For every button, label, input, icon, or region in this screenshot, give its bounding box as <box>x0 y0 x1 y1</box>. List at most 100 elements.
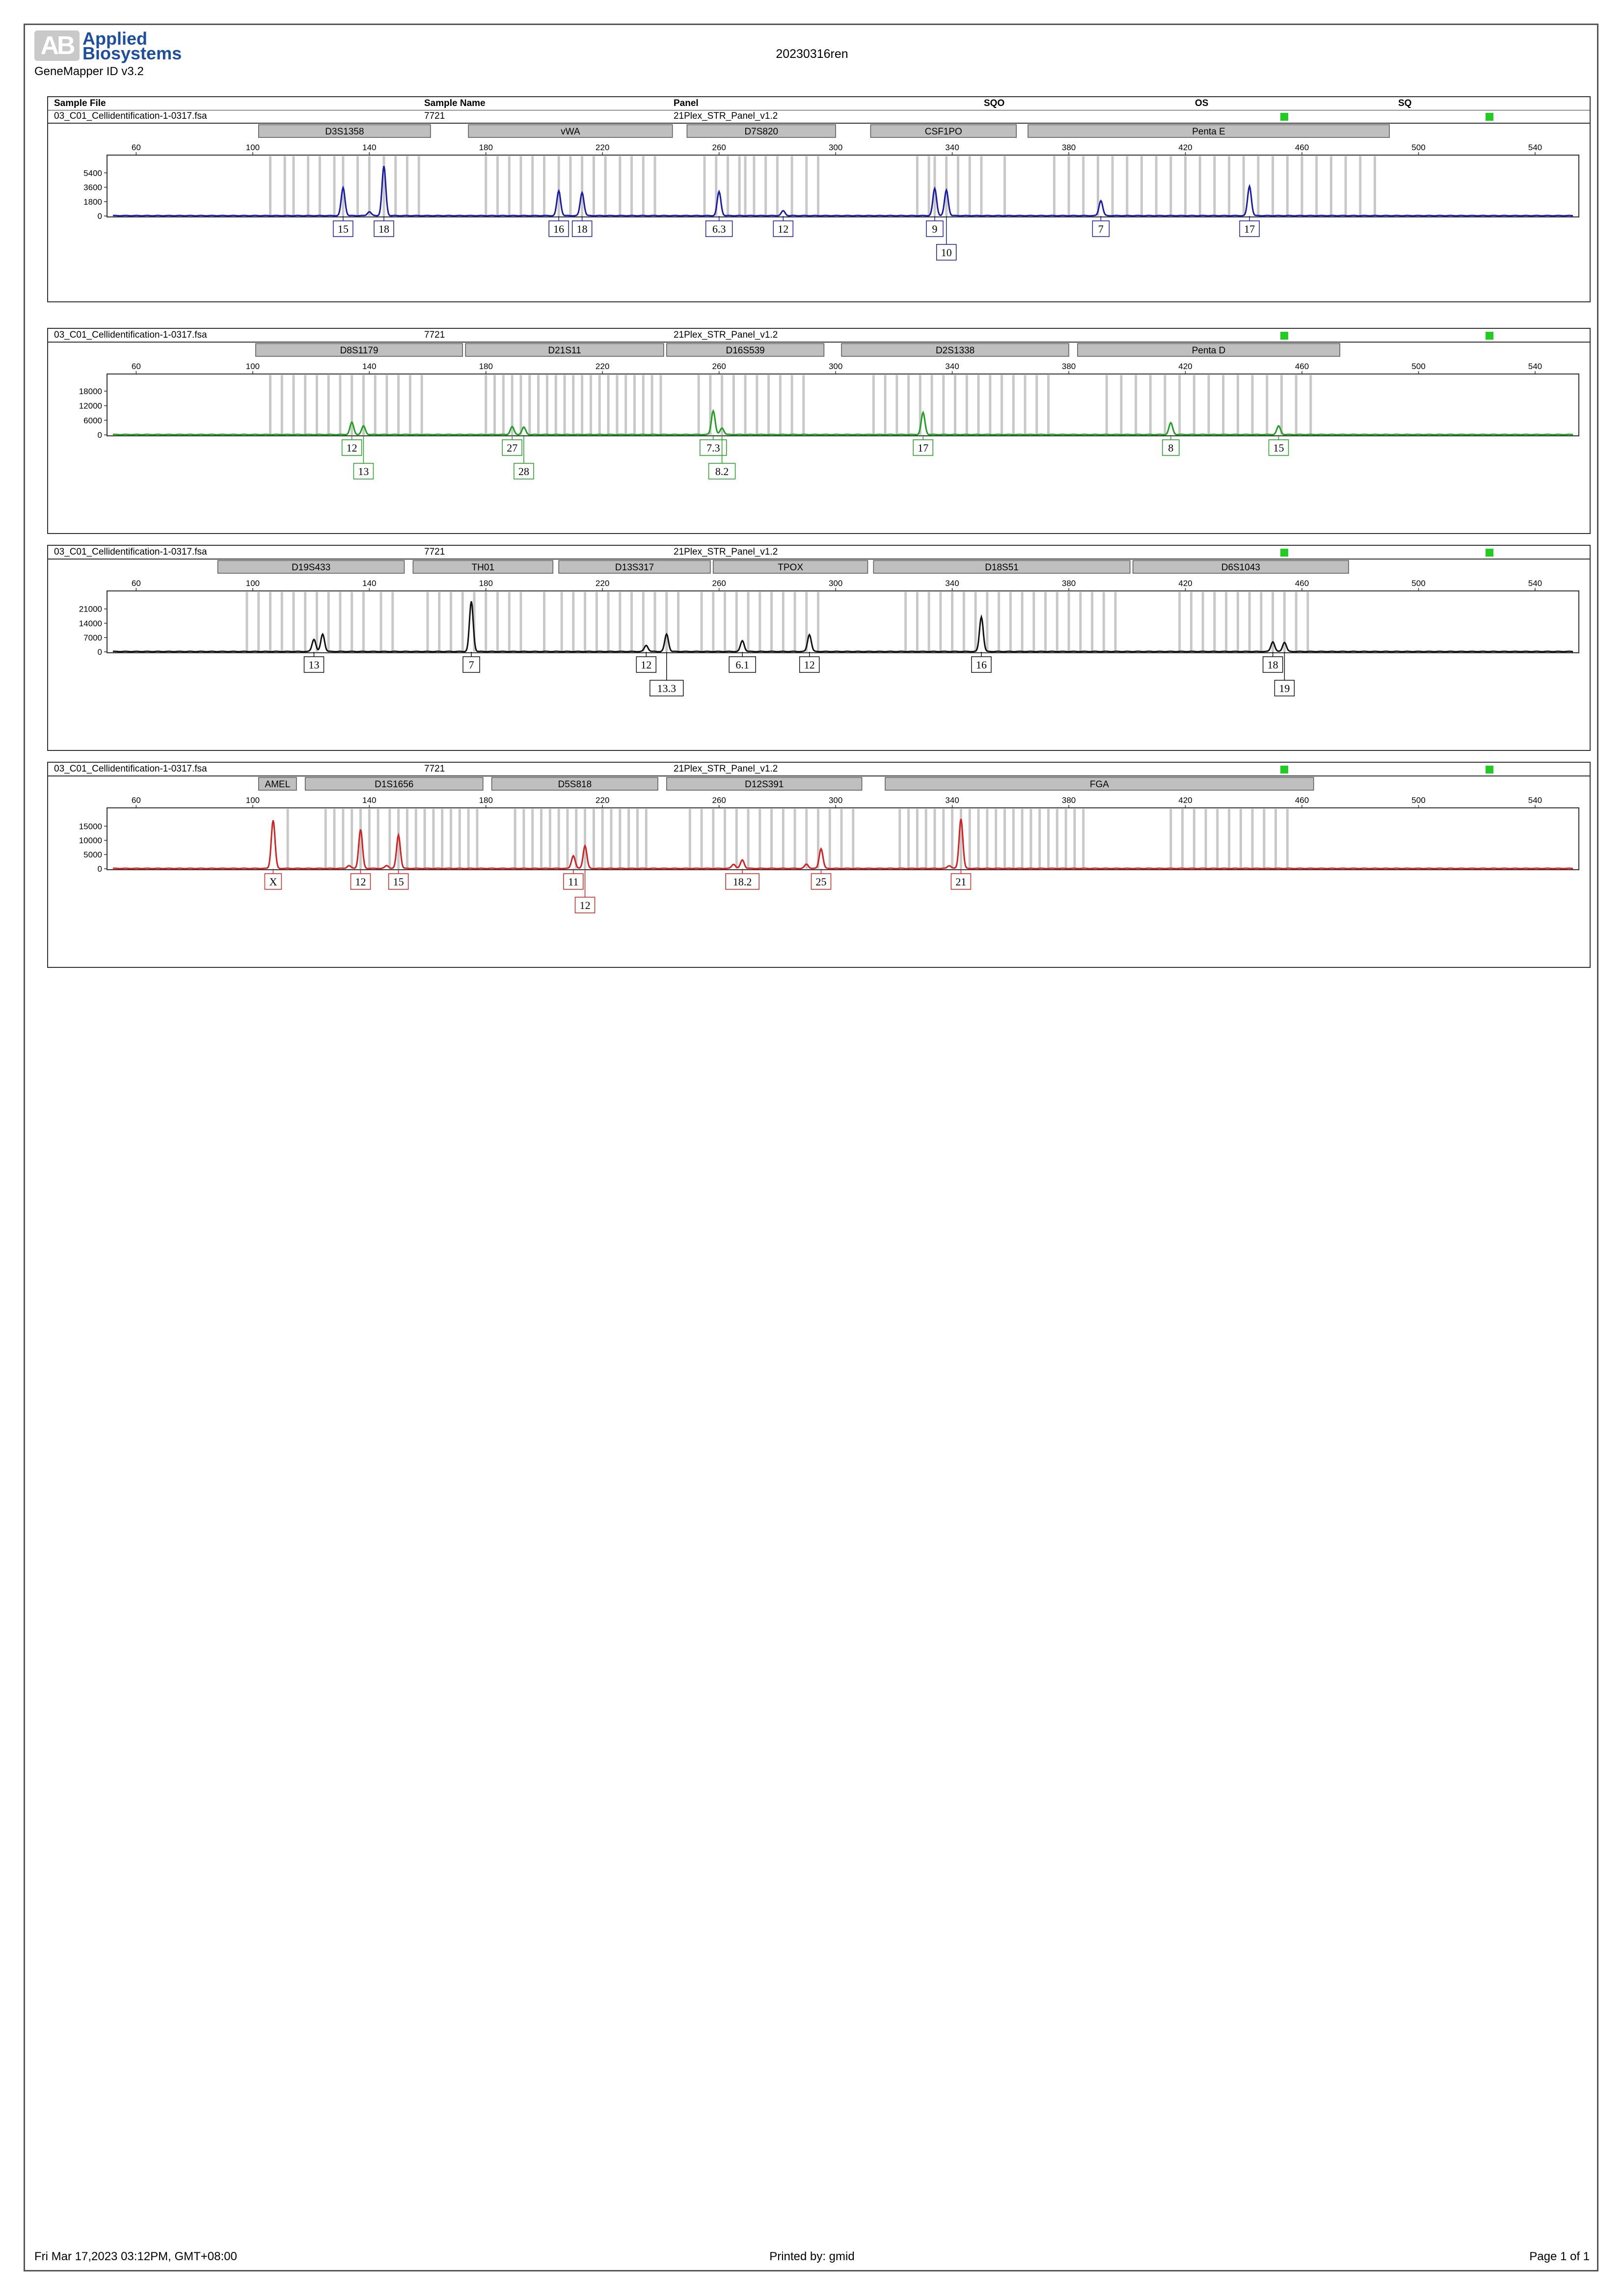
allele-call-box <box>1092 220 1110 237</box>
allele-call-box <box>374 220 394 237</box>
marker-name: D2S1338 <box>936 346 974 356</box>
allele-call: 12 <box>341 439 362 456</box>
marker-name: Penta E <box>1192 127 1225 137</box>
x-tick-label: 100 <box>246 579 260 588</box>
allele-call-box <box>913 439 934 456</box>
allele-label: 19 <box>1279 682 1290 694</box>
marker-bar: D18S51 <box>873 560 1131 574</box>
allele-call-box <box>353 463 374 480</box>
allele-label: 12 <box>778 223 788 235</box>
allele-label: 9 <box>932 223 938 235</box>
marker-bar-box <box>558 560 711 574</box>
y-tick-label: 14000 <box>79 619 102 628</box>
x-tick-label: 380 <box>1062 796 1076 805</box>
allele-call-box <box>971 656 992 673</box>
x-tick-label: 340 <box>945 796 959 805</box>
electropherogram-panel-green: 03_C01_Cellidentification-1-0317.fsa 7721… <box>47 328 1591 534</box>
panel-name: 21Plex_STR_Panel_v1.2 <box>674 547 778 557</box>
marker-bar: D12S391 <box>666 777 863 791</box>
allele-label: 27 <box>507 442 517 454</box>
sample-info-header: 03_C01_Cellidentification-1-0317.fsa 7721… <box>48 546 1590 560</box>
x-tick-label: 460 <box>1295 579 1309 588</box>
marker-bar-box <box>258 124 431 138</box>
x-tick-label: 300 <box>829 579 842 588</box>
panel-name: 21Plex_STR_Panel_v1.2 <box>674 764 778 774</box>
sample-name: 7721 <box>424 547 445 557</box>
allele-call-box <box>811 873 832 890</box>
print-date: Fri Mar 17,2023 03:12PM, GMT+08:00 <box>34 2250 237 2263</box>
y-tick-label: 6000 <box>83 416 102 425</box>
marker-name: D5S818 <box>558 779 592 790</box>
marker-name: vWA <box>561 127 580 137</box>
x-tick-label: 60 <box>132 796 141 805</box>
os-status-indicator <box>1280 332 1288 340</box>
allele-call-box <box>514 463 534 480</box>
electropherogram-panel-blue: Sample File Sample Name Panel SQO OS SQ 03_C01… <box>47 96 1591 302</box>
y-tick-label: 3600 <box>83 183 102 192</box>
allele-call: 10 <box>936 244 957 261</box>
allele-call-box <box>548 220 569 237</box>
allele-label: 12 <box>580 899 591 911</box>
x-tick-label: 460 <box>1295 362 1309 371</box>
marker-name: D13S317 <box>615 562 654 573</box>
allele-call-box <box>264 873 282 890</box>
sample-info-row: 03_C01_Cellidentification-1-0317.fsa 7721… <box>48 763 1590 775</box>
marker-name: TH01 <box>472 562 494 573</box>
allele-call-box <box>1274 680 1295 696</box>
x-tick-label: 260 <box>712 362 726 371</box>
marker-bar: D19S433 <box>217 560 405 574</box>
allele-call-box <box>725 873 759 890</box>
electropherogram-panel-black: 03_C01_Cellidentification-1-0317.fsa 7721… <box>47 545 1591 751</box>
logo-text-applied: Applied <box>82 28 147 49</box>
marker-bar-box <box>713 560 868 574</box>
x-tick-label: 540 <box>1528 143 1542 152</box>
allele-label: 6.3 <box>712 223 726 235</box>
marker-bar-box <box>666 777 863 791</box>
marker-bar: TH01 <box>412 560 554 574</box>
allele-label: 15 <box>338 223 349 235</box>
sample-info-header: 03_C01_Cellidentification-1-0317.fsa 7721… <box>48 763 1590 776</box>
x-tick-label: 260 <box>712 579 726 588</box>
allele-call: 12 <box>574 897 595 913</box>
os-status-indicator <box>1280 113 1288 121</box>
electropherogram-chart: D8S1179 D21S11 D16S539 D2S1338 Penta D 60 100 1… <box>79 343 1579 480</box>
allele-call: 13.3 <box>650 680 684 696</box>
marker-bar: FGA <box>885 777 1314 791</box>
x-tick-label: 460 <box>1295 796 1309 805</box>
x-tick-label: 380 <box>1062 143 1076 152</box>
allele-call: 13 <box>303 656 325 673</box>
allele-call: 15 <box>333 220 353 237</box>
x-tick-label: 420 <box>1178 796 1192 805</box>
allele-label: 12 <box>355 876 366 888</box>
sample-name: 7721 <box>424 111 445 121</box>
column-header: Sample Name <box>424 98 486 108</box>
marker-name: D19S433 <box>292 562 330 573</box>
marker-name: D7S820 <box>744 127 778 137</box>
allele-label: 8.2 <box>715 465 729 478</box>
allele-call: 27 <box>502 439 522 456</box>
allele-call: X <box>264 873 282 890</box>
marker-name: D16S539 <box>726 346 765 356</box>
column-header: OS <box>1195 98 1209 108</box>
marker-bar: TPOX <box>713 560 868 574</box>
panel-name: 21Plex_STR_Panel_v1.2 <box>674 330 778 340</box>
allele-call-box <box>563 873 584 890</box>
allele-label: 17 <box>1244 223 1255 235</box>
allele-label: 28 <box>518 465 529 478</box>
x-tick-label: 180 <box>479 143 493 152</box>
y-tick-label: 7000 <box>83 633 102 642</box>
allele-call-box <box>1162 439 1180 456</box>
x-tick-label: 140 <box>362 362 376 371</box>
allele-label: 15 <box>393 876 404 888</box>
x-tick-label: 380 <box>1062 362 1076 371</box>
allele-call-box <box>705 220 733 237</box>
allele-call-box <box>936 244 957 261</box>
x-tick-label: 220 <box>595 579 609 588</box>
sample-table-header-row: Sample File Sample Name Panel SQO OS SQ <box>48 97 1590 110</box>
os-status-indicator <box>1280 549 1288 557</box>
allele-label: 18 <box>379 223 389 235</box>
marker-bar: D13S317 <box>558 560 711 574</box>
sample-name: 7721 <box>424 764 445 774</box>
y-tick-label: 21000 <box>79 605 102 614</box>
x-tick-label: 100 <box>246 796 260 805</box>
